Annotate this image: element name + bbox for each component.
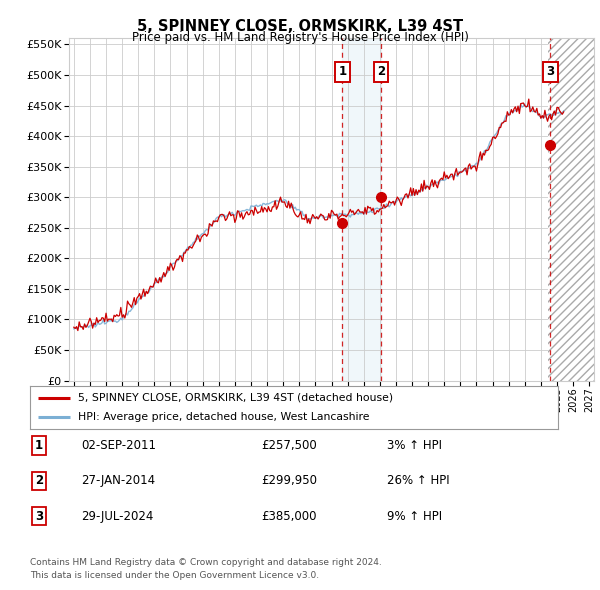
Text: 26% ↑ HPI: 26% ↑ HPI xyxy=(387,474,449,487)
Text: HPI: Average price, detached house, West Lancashire: HPI: Average price, detached house, West… xyxy=(77,412,369,422)
Text: £299,950: £299,950 xyxy=(261,474,317,487)
Text: £385,000: £385,000 xyxy=(261,510,317,523)
Text: 3: 3 xyxy=(546,65,554,78)
Bar xyxy=(342,38,381,381)
Text: 2: 2 xyxy=(35,474,43,487)
Text: 1: 1 xyxy=(338,65,346,78)
Text: 1: 1 xyxy=(35,439,43,452)
Text: 2: 2 xyxy=(377,65,385,78)
Text: Contains HM Land Registry data © Crown copyright and database right 2024.: Contains HM Land Registry data © Crown c… xyxy=(30,558,382,566)
Text: 3% ↑ HPI: 3% ↑ HPI xyxy=(387,439,442,452)
Text: 27-JAN-2014: 27-JAN-2014 xyxy=(81,474,155,487)
Text: Price paid vs. HM Land Registry's House Price Index (HPI): Price paid vs. HM Land Registry's House … xyxy=(131,31,469,44)
Text: 9% ↑ HPI: 9% ↑ HPI xyxy=(387,510,442,523)
Text: This data is licensed under the Open Government Licence v3.0.: This data is licensed under the Open Gov… xyxy=(30,571,319,580)
Bar xyxy=(548,38,594,381)
Text: 02-SEP-2011: 02-SEP-2011 xyxy=(81,439,156,452)
Text: 29-JUL-2024: 29-JUL-2024 xyxy=(81,510,154,523)
Text: 5, SPINNEY CLOSE, ORMSKIRK, L39 4ST (detached house): 5, SPINNEY CLOSE, ORMSKIRK, L39 4ST (det… xyxy=(77,393,392,403)
Text: £257,500: £257,500 xyxy=(261,439,317,452)
Text: 3: 3 xyxy=(35,510,43,523)
Text: 5, SPINNEY CLOSE, ORMSKIRK, L39 4ST: 5, SPINNEY CLOSE, ORMSKIRK, L39 4ST xyxy=(137,19,463,34)
